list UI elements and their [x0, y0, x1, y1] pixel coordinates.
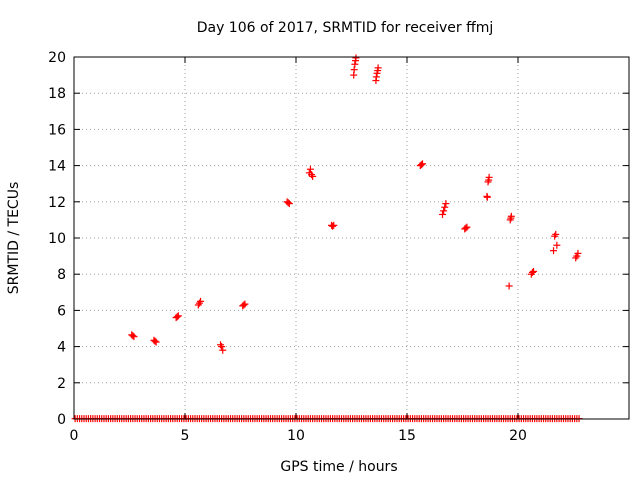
y-tick-label: 6 [57, 303, 66, 319]
y-tick-label: 10 [48, 231, 66, 247]
data-point [309, 172, 317, 180]
x-tick-label: 5 [181, 428, 190, 444]
data-point [352, 54, 360, 62]
axis-ticks [73, 56, 629, 420]
plot-frame [73, 56, 630, 420]
data-point [351, 60, 359, 68]
data-point [507, 212, 515, 220]
data-point [530, 267, 538, 275]
data-point [463, 223, 471, 231]
y-tick-label: 20 [48, 50, 66, 66]
x-axis-label: GPS time / hours [280, 459, 397, 475]
y-tick-label: 0 [57, 412, 66, 428]
y-tick-label: 14 [48, 159, 66, 175]
data-point [505, 282, 513, 290]
data-point [372, 73, 380, 81]
x-tick-label: 0 [70, 428, 79, 444]
data-point [528, 268, 536, 276]
y-tick-label: 8 [57, 267, 66, 283]
data-point [284, 199, 292, 207]
data-point [462, 224, 470, 232]
data-point [241, 300, 249, 308]
data-point [240, 301, 248, 309]
data-point [197, 297, 205, 305]
data-markers [71, 54, 583, 423]
data-point [439, 210, 447, 218]
data-point [374, 64, 382, 72]
y-tick-label: 12 [48, 195, 66, 211]
data-point [442, 200, 450, 208]
data-point [484, 178, 492, 186]
data-point [329, 222, 337, 230]
y-tick-labels: 0 2 4 6 8 10 12 14 16 18 20 [48, 50, 66, 428]
data-point [174, 312, 182, 320]
data-point [151, 337, 159, 345]
y-tick-label: 4 [57, 340, 66, 356]
data-point [330, 221, 338, 229]
grid-lines [74, 57, 629, 419]
data-point [506, 216, 514, 224]
data-point [553, 241, 561, 249]
data-point [483, 193, 491, 201]
data-point [417, 161, 425, 169]
x-tick-label: 20 [509, 428, 527, 444]
data-point [485, 173, 493, 181]
y-tick-label: 16 [48, 122, 66, 138]
data-point [129, 332, 137, 340]
y-axis-label: SRMTID / TECUs [6, 182, 22, 295]
data-point [440, 207, 448, 215]
y-tick-label: 18 [48, 86, 66, 102]
data-point [219, 346, 227, 354]
y-tick-label: 2 [57, 376, 66, 392]
data-point [441, 203, 449, 211]
data-point [152, 338, 160, 346]
data-point [419, 160, 427, 168]
data-point [195, 299, 203, 307]
data-point [551, 232, 559, 240]
data-point [130, 333, 138, 341]
data-point [173, 313, 181, 321]
x-tick-labels: 0 5 10 15 20 [70, 428, 527, 444]
data-point [218, 343, 226, 351]
data-point [350, 66, 358, 74]
data-point [552, 230, 560, 238]
x-tick-label: 10 [287, 428, 305, 444]
data-point [550, 247, 558, 255]
data-point [574, 249, 582, 257]
chart-title: Day 106 of 2017, SRMTID for receiver ffm… [197, 20, 494, 36]
data-point [306, 165, 314, 173]
x-tick-label: 15 [398, 428, 416, 444]
data-point [285, 200, 293, 208]
